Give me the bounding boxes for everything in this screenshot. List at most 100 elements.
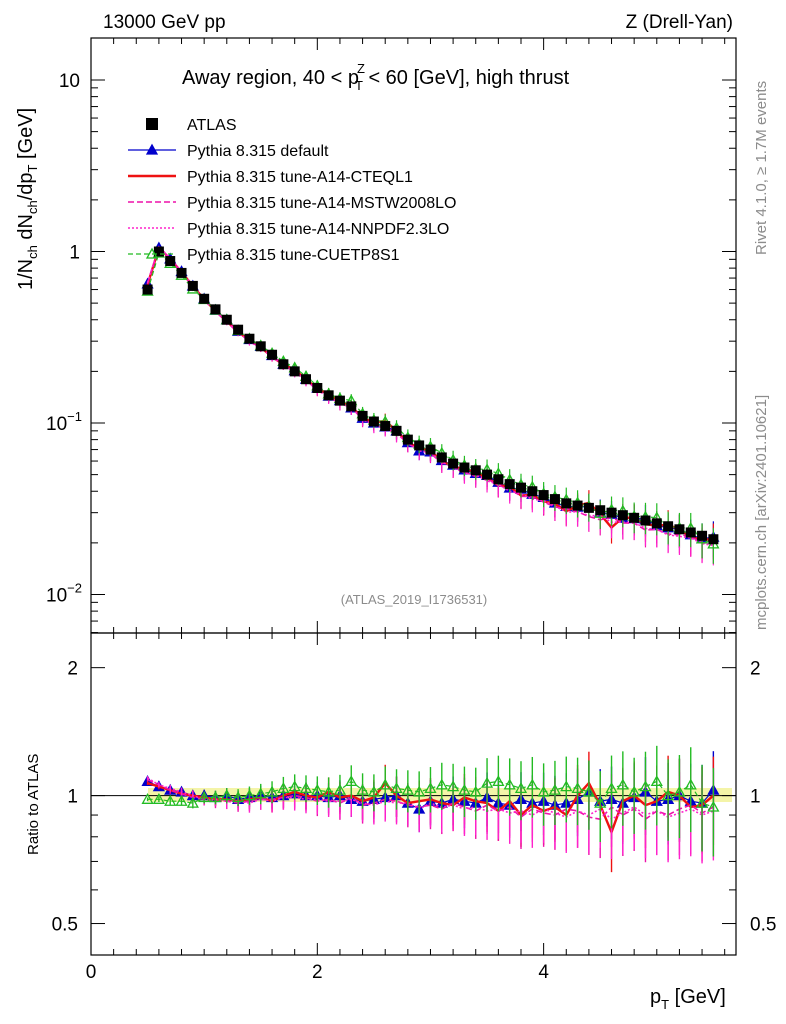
mc-marker-ratio [503,778,516,790]
atlas-data-point [153,246,164,257]
y-tick-label-ratio-right: 1 [750,787,761,808]
ratio-panel-frame [90,632,737,956]
atlas-data-point [606,507,617,518]
mc-marker-ratio [186,796,199,808]
atlas-data-point [414,440,425,451]
mcplots-label: mcplots.cern.ch [arXiv:2401.10621] [753,395,770,630]
mc-marker-ratio [639,780,652,792]
atlas-data-point [301,374,311,385]
x-tick-label: 4 [538,962,549,983]
mc-marker-ratio [458,783,471,795]
mc-marker-ratio [175,794,188,806]
series-line-top [147,246,714,540]
y-tick-label-top: 10−1 [46,409,82,435]
title-pre: Away region, 40 < p [182,67,359,89]
atlas-data-point [595,505,606,516]
atlas-data-point [289,366,300,377]
mc-marker-ratio [662,789,675,801]
title-sup: Z [357,61,365,76]
mc-marker-ratio [333,783,347,795]
collision-label: 13000 GeV pp [103,12,226,33]
x-axis-label: pT [GeV] [650,986,726,1012]
mc-marker-ratio [514,782,528,794]
atlas-data-point [527,486,538,497]
atlas-data-point [674,524,685,535]
atlas-data-point [493,474,504,485]
legend-label: Pythia 8.315 tune-A14-NNPDF2.3LO [187,221,449,238]
legend-marker [145,143,159,155]
atlas-data-point [651,518,662,529]
mc-marker-ratio [288,780,301,792]
mc-marker-ratio [413,785,426,797]
y-tick-label-top: 10−2 [46,581,82,607]
mc-marker-ratio [435,778,448,790]
main-panel-marks [141,241,720,566]
ratio-panel-marks [141,745,720,873]
atlas-data-point [221,314,232,325]
mc-marker-ratio [277,782,290,794]
y-tick-label-ratio-right: 0.5 [750,915,776,936]
mc-marker-ratio [345,775,358,787]
atlas-data-point [629,512,640,523]
atlas-data-point [368,416,379,427]
atlas-data-point [402,434,413,445]
atlas-data-point [346,401,357,412]
axis-ticks: 0 2 4 10 1 10−1 10−2 2 2 1 1 0.5 0.5 [46,38,776,983]
atlas-data-point [176,267,187,278]
legend-label: ATLAS [187,117,237,134]
mc-marker-ratio [390,782,403,794]
atlas-data-point [391,425,402,436]
y-tick-label-ratio: 2 [67,659,78,680]
mc-marker-ratio [571,782,584,794]
legend-marker [146,118,158,130]
y-tick-label-top: 10 [59,71,80,92]
legend-label: Pythia 8.315 tune-A14-CTEQL1 [187,169,413,186]
mc-marker-ratio [401,783,414,795]
y-tick-label-ratio-right: 2 [750,659,761,680]
atlas-data-point [233,324,244,335]
legend-label: Pythia 8.315 tune-CUETP8S1 [187,247,400,264]
mc-marker-ratio [594,796,607,808]
legend-marker [145,247,159,259]
x-label-unit: [GeV] [669,986,726,1008]
mc-marker-ratio [367,785,380,797]
atlas-data-point [425,444,436,455]
atlas-data-point [561,498,572,509]
mc-marker-ratio [480,776,494,788]
x-tick-label: 2 [312,962,323,983]
mc-marker-ratio [141,792,154,804]
mc-marker-ratio [152,792,165,804]
atlas-data-point [255,341,266,352]
mc-marker-ratio [447,780,460,792]
atlas-data-point [278,359,289,370]
mc-marker-ratio [356,783,369,795]
atlas-data-point [267,349,278,360]
mc-marker-ratio [650,775,663,787]
legend: ATLAS Pythia 8.315 default Pythia 8.315 tu… [128,117,456,264]
x-label-main: p [650,986,661,1008]
mc-marker-ratio [209,791,222,803]
analysis-watermark: (ATLAS_2019_I1736531) [341,592,487,607]
atlas-data-point [312,382,323,393]
atlas-data-point [334,395,345,406]
mc-marker-ratio [616,778,629,790]
mc-marker-ratio [628,785,641,797]
series-line-top [146,245,714,541]
atlas-data-point [142,284,153,295]
atlas-data-point [210,304,221,315]
mc-marker-ratio [526,778,539,790]
atlas-data-point [504,479,515,490]
y-axis-label-ratio: Ratio to ATLAS [25,754,42,855]
mc-marker-ratio [560,780,573,792]
atlas-data-point [572,500,583,511]
atlas-data-point [640,515,651,526]
mc-marker-ratio [424,782,437,794]
mc-marker-ratio [232,791,245,803]
mc-marker-ratio [164,794,177,806]
y-axis-label-top: 1/Nch dNch/dpT [GeV] [15,108,40,290]
y-tick-label-top: 1 [69,243,80,264]
atlas-data-point [617,510,628,521]
mc-marker-ratio [265,785,279,797]
mc-marker-ratio [254,787,267,799]
